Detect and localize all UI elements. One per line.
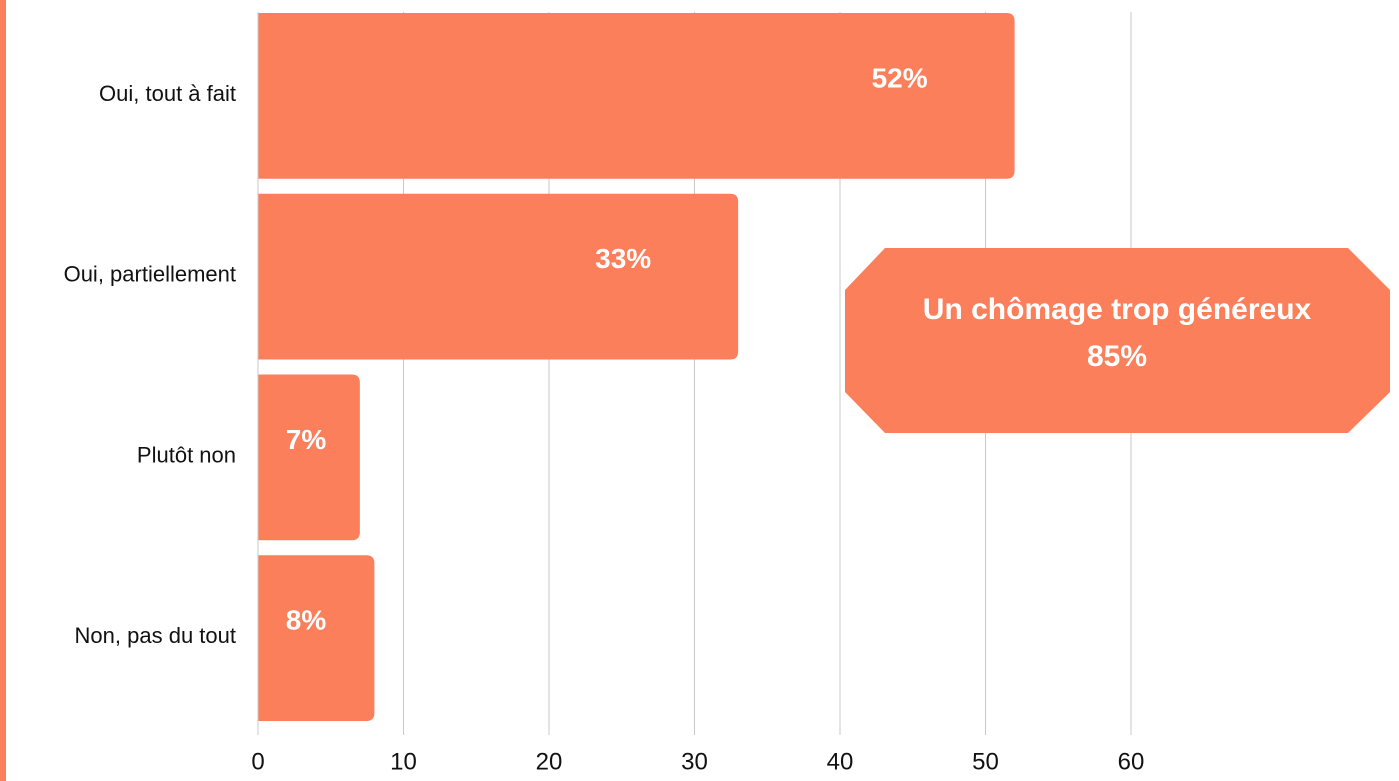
- annotation-box: [845, 248, 1390, 433]
- bar: [258, 555, 375, 721]
- value-label: 33%: [595, 243, 651, 274]
- y-tick-label: Oui, tout à fait: [99, 81, 236, 106]
- y-tick-label: Plutôt non: [137, 442, 236, 467]
- value-label: 52%: [872, 62, 928, 93]
- x-tick-label: 50: [972, 748, 999, 775]
- bar: [258, 13, 1015, 179]
- value-label: 8%: [286, 605, 327, 636]
- y-tick-label: Oui, partiellement: [64, 262, 236, 287]
- x-tick-label: 60: [1118, 748, 1145, 775]
- bar: [258, 374, 360, 541]
- x-tick-label: 20: [536, 748, 563, 775]
- value-label: 7%: [286, 424, 327, 455]
- side-stripe: [0, 0, 6, 781]
- x-tick-label: 10: [390, 748, 417, 775]
- annotation-title: Un chômage trop généreux: [923, 293, 1312, 326]
- x-tick-label: 30: [681, 748, 708, 775]
- bar: [258, 193, 739, 360]
- annotation-value: 85%: [1087, 340, 1147, 373]
- x-tick-label: 40: [827, 748, 854, 775]
- y-tick-label: Non, pas du tout: [75, 623, 236, 648]
- x-tick-label: 0: [251, 748, 264, 775]
